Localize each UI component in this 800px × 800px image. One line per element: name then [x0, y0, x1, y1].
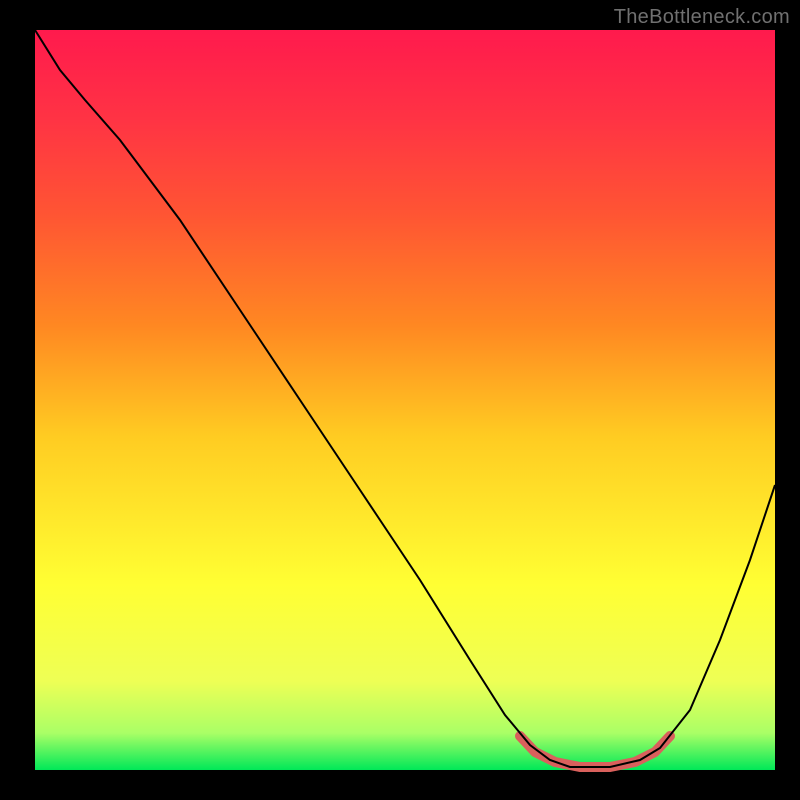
plot-background: [35, 30, 775, 770]
bottleneck-chart: [0, 0, 800, 800]
chart-svg: [0, 0, 800, 800]
watermark-text: TheBottleneck.com: [614, 6, 790, 29]
